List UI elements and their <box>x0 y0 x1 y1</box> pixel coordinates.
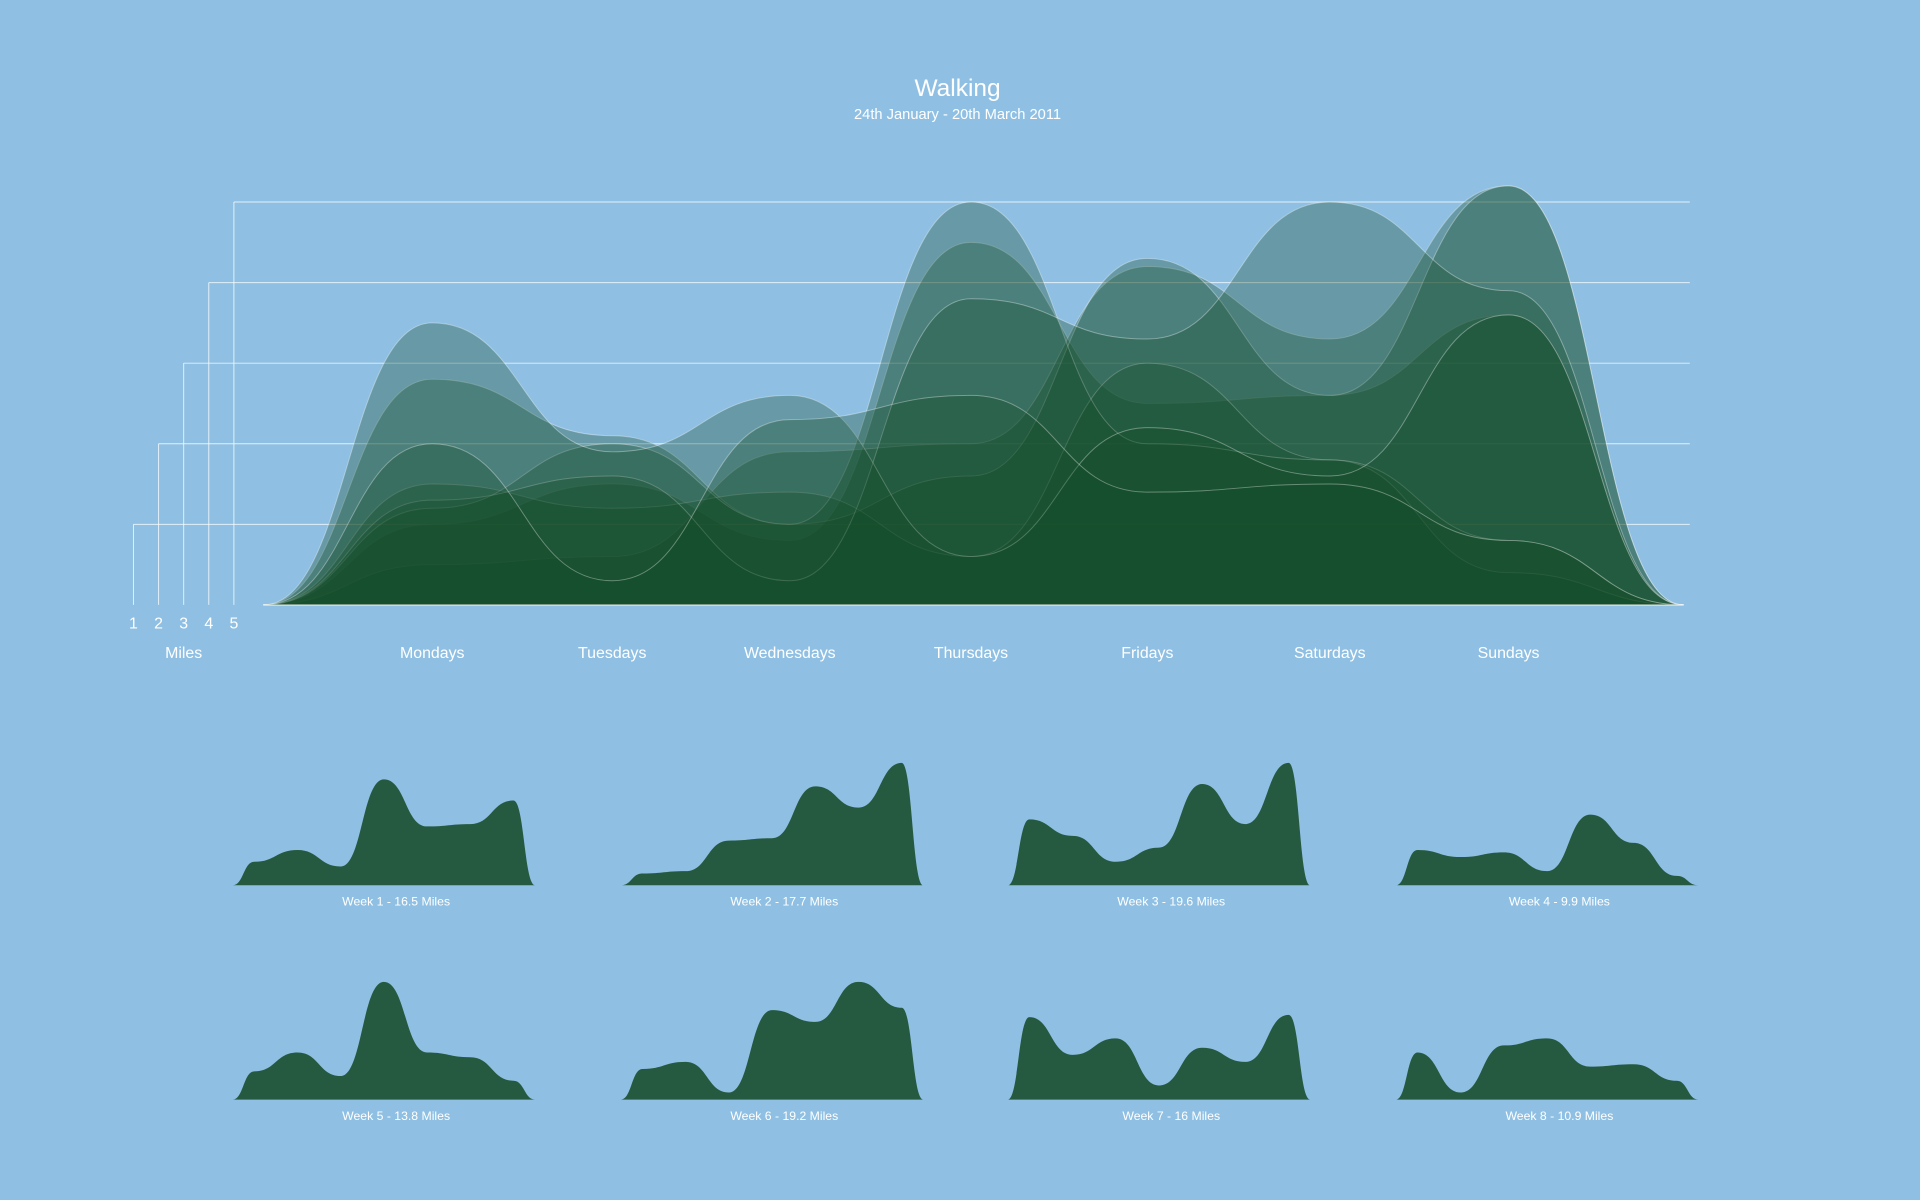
area <box>263 314 1684 606</box>
area <box>263 185 1684 606</box>
small-label: Week 6 - 19.2 Miles <box>730 1109 838 1123</box>
area <box>263 241 1684 606</box>
x-tick-label: Mondays <box>400 645 465 662</box>
x-tick-label: Fridays <box>1121 645 1173 662</box>
small-area <box>232 779 536 886</box>
x-tick-label: Thursdays <box>934 645 1008 662</box>
x-tick-label: Saturdays <box>1294 645 1366 662</box>
area <box>263 185 1684 606</box>
area <box>263 362 1684 606</box>
small-area <box>620 981 924 1100</box>
area <box>263 201 1684 606</box>
y-tick-label: 2 <box>154 616 163 633</box>
small-label: Week 4 - 9.9 Miles <box>1509 895 1610 909</box>
small-area <box>1007 762 1311 886</box>
small-area <box>1007 1014 1311 1100</box>
x-tick-label: Sundays <box>1478 645 1540 662</box>
chart-subtitle: 24th January - 20th March 2011 <box>854 107 1061 123</box>
y-tick-label: 4 <box>204 616 213 633</box>
small-area <box>620 762 924 886</box>
small-area <box>1395 814 1699 886</box>
small-label: Week 2 - 17.7 Miles <box>730 895 838 909</box>
small-label: Week 8 - 10.9 Miles <box>1505 1109 1613 1123</box>
small-area <box>232 981 536 1100</box>
x-tick-label: Wednesdays <box>744 645 836 662</box>
small-label: Week 5 - 13.8 Miles <box>342 1109 450 1123</box>
y-tick-label: 1 <box>129 616 138 633</box>
chart-title: Walking <box>914 75 1000 102</box>
y-axis-label: Miles <box>165 645 202 662</box>
small-label: Week 3 - 19.6 Miles <box>1117 895 1225 909</box>
y-tick-label: 3 <box>179 616 188 633</box>
x-tick-label: Tuesdays <box>578 645 646 662</box>
area <box>263 201 1684 606</box>
area <box>263 394 1684 606</box>
y-tick-label: 5 <box>229 616 238 633</box>
small-area <box>1395 1038 1699 1100</box>
small-label: Week 7 - 16 Miles <box>1122 1109 1220 1123</box>
small-label: Week 1 - 16.5 Miles <box>342 895 450 909</box>
